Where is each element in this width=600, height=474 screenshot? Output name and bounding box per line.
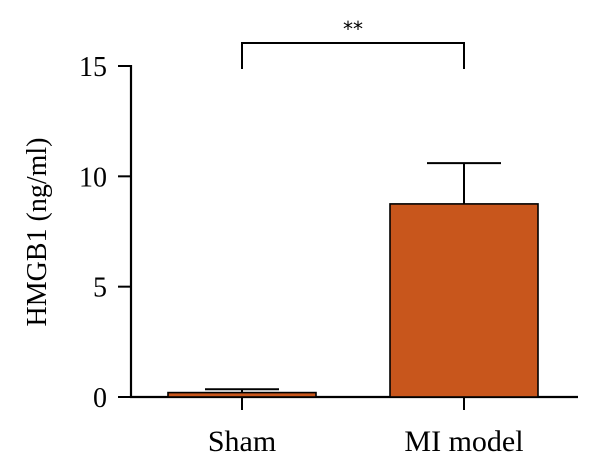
significance-label: ** bbox=[343, 17, 363, 41]
significance-bracket-line bbox=[241, 42, 465, 69]
y-tick-label: 10 bbox=[79, 162, 107, 193]
error-bars bbox=[205, 162, 501, 393]
bars bbox=[167, 203, 539, 398]
y-tick-label: 15 bbox=[79, 52, 107, 83]
x-axis: Sham MI model bbox=[130, 395, 578, 458]
x-category-label: MI model bbox=[404, 425, 523, 458]
y-tick-label: 0 bbox=[93, 383, 107, 414]
y-axis: 0 5 10 15 bbox=[79, 52, 133, 414]
y-axis-title: HMGB1 (ng/ml) bbox=[22, 138, 53, 327]
y-tick-label: 5 bbox=[93, 273, 107, 304]
bar bbox=[167, 391, 317, 398]
bar bbox=[389, 203, 539, 398]
x-category-label: Sham bbox=[208, 425, 276, 458]
significance-bracket: ** bbox=[241, 17, 465, 69]
